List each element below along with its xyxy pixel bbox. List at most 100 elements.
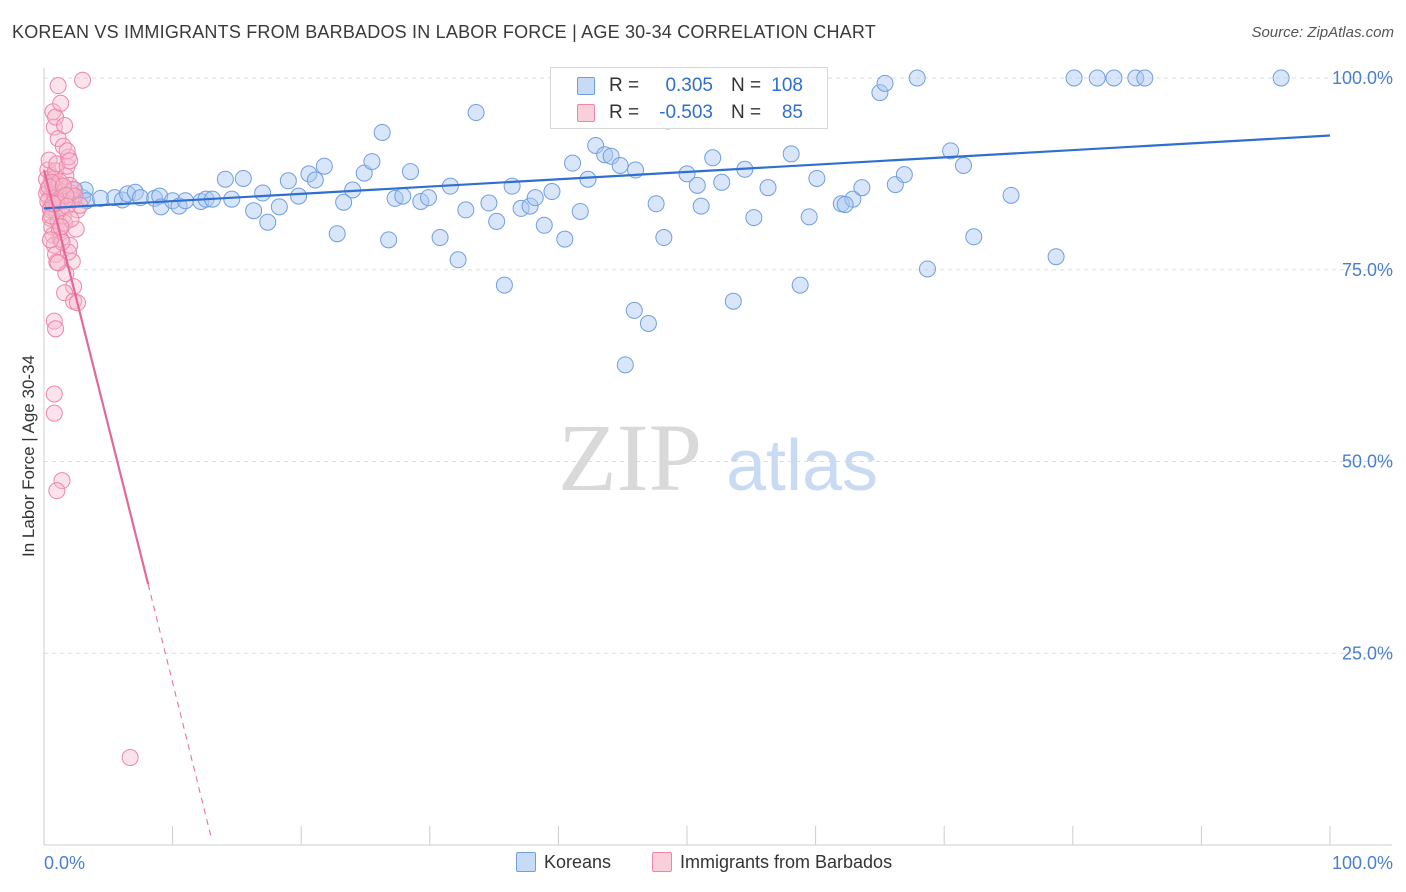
trend-lines xyxy=(42,134,1331,838)
barbados-point xyxy=(56,117,74,135)
koreans-point xyxy=(918,260,936,278)
koreans-point xyxy=(965,228,983,246)
barbados-point xyxy=(40,151,58,169)
koreans-point xyxy=(449,251,467,269)
koreans-n-label: N = xyxy=(731,75,762,96)
koreans-point xyxy=(543,183,561,201)
correlation-legend: R = 0.305 N = 108 R = -0.503 N = 85 xyxy=(550,67,828,129)
legend-row-barbados: R = -0.503 N = 85 xyxy=(551,99,827,127)
koreans-point xyxy=(692,197,710,215)
koreans-point xyxy=(853,179,871,197)
barbados-point xyxy=(45,385,63,403)
barbados-point xyxy=(121,749,139,767)
koreans-point xyxy=(521,197,539,215)
koreans-point xyxy=(467,104,485,122)
legend-row-koreans: R = 0.305 N = 108 xyxy=(551,72,827,100)
koreans-point xyxy=(245,202,263,220)
koreans-point xyxy=(270,198,288,216)
bottom-legend-barbados[interactable]: Immigrants from Barbados xyxy=(652,852,892,873)
koreans-point xyxy=(800,208,818,226)
koreans-point xyxy=(759,179,777,197)
koreans-legend-label: Koreans xyxy=(544,852,612,872)
koreans-point xyxy=(535,216,553,234)
y-tick-label: 25.0% xyxy=(1342,643,1393,663)
koreans-point xyxy=(431,229,449,247)
koreans-point xyxy=(315,157,333,175)
barbados-point xyxy=(52,94,70,112)
barbados-point xyxy=(57,186,75,204)
koreans-point xyxy=(808,169,826,187)
koreans-point xyxy=(611,156,629,174)
koreans-point xyxy=(254,184,272,202)
koreans-point xyxy=(596,146,614,164)
koreans-r-value: 0.305 xyxy=(665,75,713,96)
koreans-trend-line xyxy=(43,134,1331,210)
koreans-point xyxy=(402,163,420,181)
watermark-atlas: atlas xyxy=(726,426,878,506)
koreans-point xyxy=(908,69,926,87)
koreans-point xyxy=(216,170,234,188)
barbados-n-value: 85 xyxy=(781,102,803,123)
barbados-points xyxy=(38,71,139,767)
barbados-trend-line xyxy=(42,169,150,585)
koreans-point xyxy=(373,123,391,141)
koreans-point xyxy=(647,195,665,213)
koreans-point xyxy=(871,84,889,102)
barbados-point xyxy=(48,482,66,500)
koreans-point xyxy=(655,229,673,247)
watermark-zip: ZIP xyxy=(558,404,702,511)
koreans-point xyxy=(380,231,398,249)
barbados-point xyxy=(74,71,92,89)
koreans-point xyxy=(1136,69,1154,87)
koreans-point xyxy=(625,301,643,319)
axes xyxy=(43,68,1392,846)
koreans-point xyxy=(876,74,894,92)
koreans-point xyxy=(328,225,346,243)
barbados-point xyxy=(53,472,71,490)
barbados-point xyxy=(41,231,59,249)
koreans-point xyxy=(587,136,605,154)
koreans-point xyxy=(279,172,297,190)
source-label: Source: ZipAtlas.com xyxy=(1251,24,1394,41)
koreans-point xyxy=(639,314,657,332)
barbados-legend-label: Immigrants from Barbados xyxy=(680,852,893,872)
barbados-point xyxy=(45,404,63,422)
koreans-point xyxy=(688,176,706,194)
barbados-swatch xyxy=(577,104,595,122)
x-tick-label: 100.0% xyxy=(1332,853,1393,873)
koreans-point xyxy=(1105,69,1123,87)
koreans-point xyxy=(836,196,854,214)
koreans-point xyxy=(556,230,574,248)
koreans-point xyxy=(616,356,634,374)
koreans-point xyxy=(480,194,498,212)
koreans-point xyxy=(259,213,277,231)
tick-labels: 25.0% 50.0% 75.0% 100.0% 0.0% 100.0% xyxy=(44,68,1393,873)
koreans-point xyxy=(488,212,506,230)
koreans-point xyxy=(791,276,809,294)
koreans-point xyxy=(954,156,972,174)
koreans-point xyxy=(1047,248,1065,266)
barbados-r-label: R = xyxy=(609,102,640,123)
koreans-point xyxy=(151,187,169,205)
koreans-point xyxy=(495,276,513,294)
koreans-point xyxy=(290,187,308,205)
koreans-point xyxy=(1002,186,1020,204)
koreans-point xyxy=(1127,69,1145,87)
koreans-point xyxy=(92,189,110,207)
chart-title: KOREAN VS IMMIGRANTS FROM BARBADOS IN LA… xyxy=(12,22,876,42)
y-tick-label: 100.0% xyxy=(1332,68,1393,88)
bottom-legend-koreans[interactable]: Koreans xyxy=(516,852,611,873)
barbados-point xyxy=(61,152,79,170)
y-tick-label: 75.0% xyxy=(1342,260,1393,280)
koreans-point xyxy=(602,147,620,165)
barbados-r-value: -0.503 xyxy=(659,102,713,123)
barbados-point xyxy=(47,320,65,338)
barbados-point xyxy=(49,77,67,95)
barbados-point xyxy=(58,142,76,160)
koreans-point xyxy=(724,292,742,310)
x-tick-label: 0.0% xyxy=(44,853,85,873)
koreans-point xyxy=(223,190,241,208)
koreans-r-label: R = xyxy=(609,75,640,96)
koreans-point xyxy=(942,142,960,160)
